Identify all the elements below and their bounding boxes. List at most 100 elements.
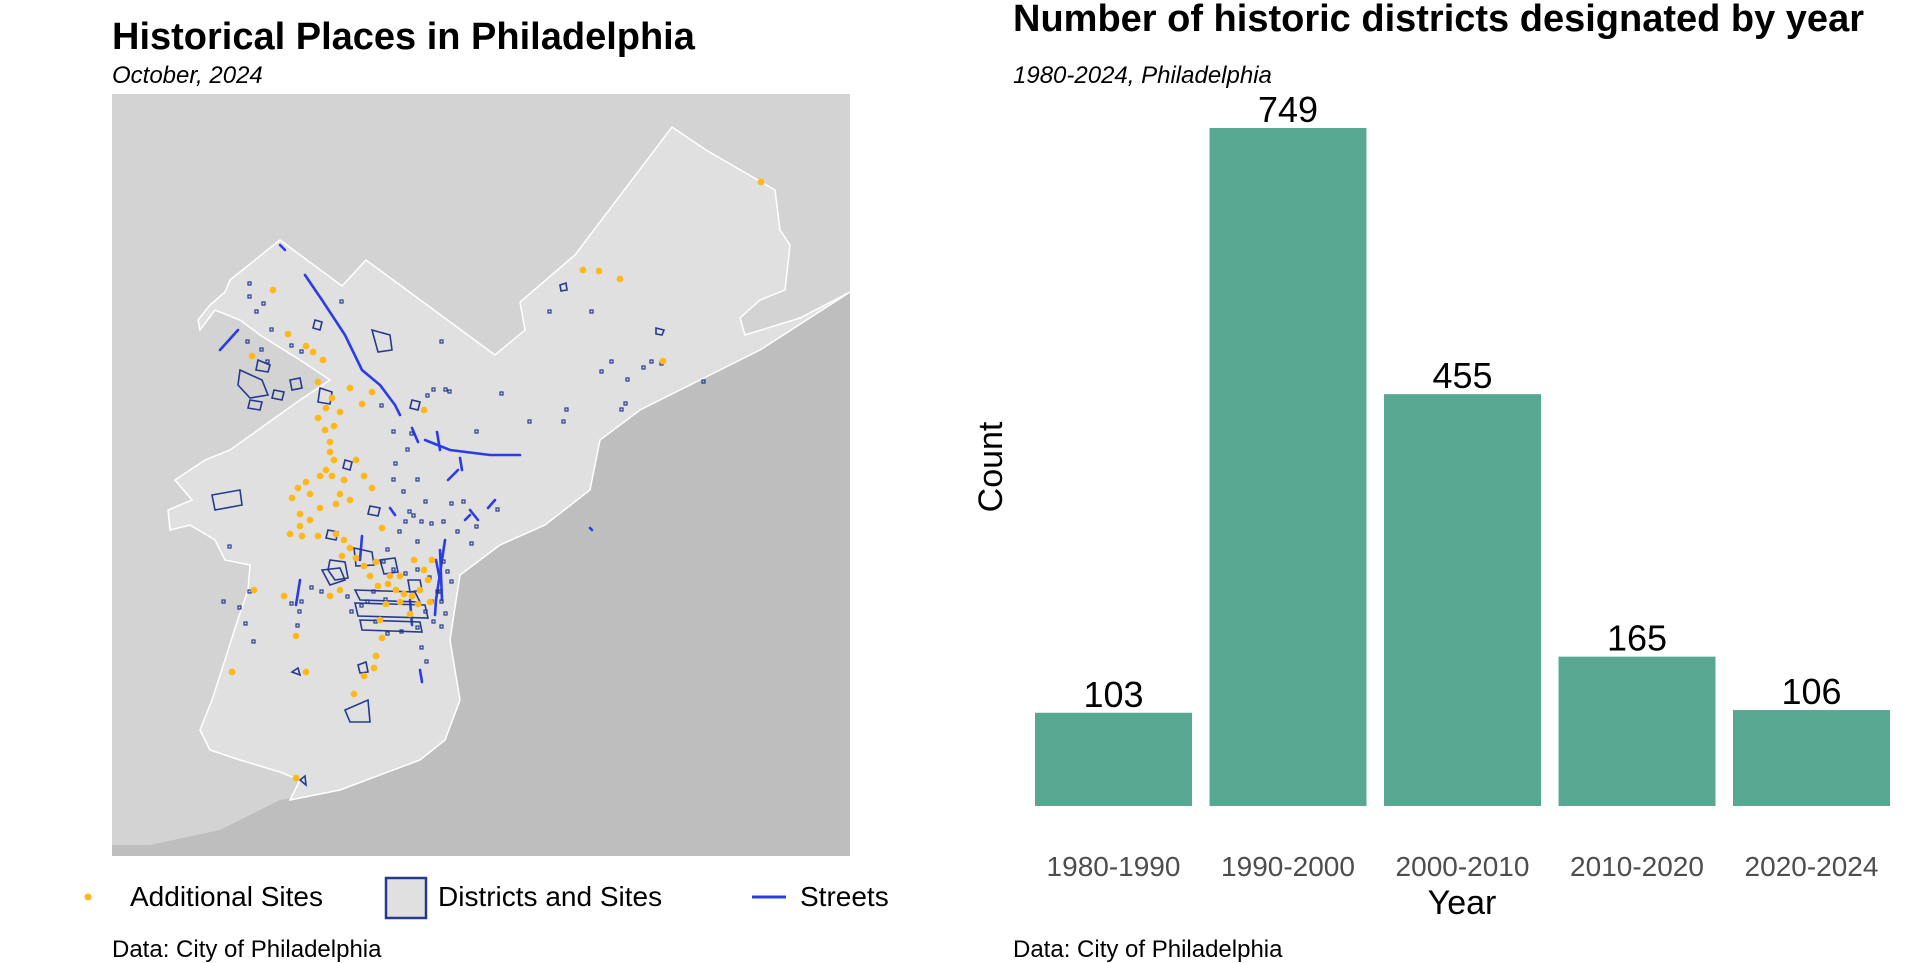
street-line bbox=[358, 534, 364, 562]
chart-subtitle: 1980-2024, Philadelphia bbox=[1013, 62, 1272, 89]
additional-site-point bbox=[298, 532, 306, 540]
additional-site-point bbox=[316, 472, 324, 480]
district-parcel bbox=[701, 379, 706, 384]
district-parcel bbox=[439, 624, 444, 629]
additional-site-point bbox=[414, 600, 422, 608]
district-polygon bbox=[409, 399, 421, 411]
district-polygon bbox=[655, 326, 666, 336]
district-parcel bbox=[423, 609, 428, 614]
district-parcel bbox=[221, 599, 226, 604]
district-parcel bbox=[391, 429, 396, 434]
district-parcel bbox=[447, 389, 452, 394]
district-polygon bbox=[378, 557, 399, 575]
data-labels-group: 103 749 455 165 106 bbox=[1083, 89, 1841, 715]
additional-site-point bbox=[336, 586, 344, 594]
district-parcel bbox=[425, 393, 430, 398]
district-parcel bbox=[265, 359, 270, 364]
district-parcel bbox=[401, 489, 406, 494]
district-parcel bbox=[439, 339, 444, 344]
district-parcel bbox=[379, 403, 384, 408]
street-line bbox=[278, 243, 287, 252]
data-label-1980-1990: 103 bbox=[1083, 674, 1143, 715]
legend-label-additional-sites: Additional Sites bbox=[130, 881, 324, 912]
legend-line-icon bbox=[752, 895, 786, 899]
district-polygon bbox=[327, 559, 349, 581]
district-parcel bbox=[445, 569, 450, 574]
additional-site-point bbox=[302, 668, 310, 676]
map-legend: Additional Sites Districts and Sites Str… bbox=[70, 872, 950, 922]
street-line bbox=[294, 578, 302, 607]
legend-item-districts: Districts and Sites bbox=[384, 872, 662, 922]
y-axis-label: Count bbox=[972, 421, 1010, 512]
x-tick-label-2000-2010: 2000-2010 bbox=[1396, 851, 1530, 882]
bars-group bbox=[1035, 128, 1890, 806]
district-parcel bbox=[403, 519, 408, 524]
street-line bbox=[303, 273, 402, 417]
additional-site-point bbox=[288, 494, 296, 502]
district-parcel bbox=[641, 365, 646, 370]
district-parcel bbox=[393, 461, 398, 466]
district-parcel bbox=[419, 645, 424, 650]
district-parcel bbox=[561, 419, 566, 424]
additional-site-point bbox=[322, 404, 330, 412]
additional-site-point bbox=[374, 582, 382, 590]
district-parcel bbox=[259, 347, 264, 352]
street-line bbox=[423, 438, 522, 457]
additional-site-point bbox=[370, 664, 378, 672]
district-parcel bbox=[391, 477, 396, 482]
district-parcel bbox=[474, 524, 479, 529]
district-parcel bbox=[365, 599, 370, 604]
additional-site-point bbox=[360, 672, 368, 680]
x-tick-label-2010-2020: 2010-2020 bbox=[1570, 851, 1704, 882]
map-sites-layer bbox=[228, 178, 765, 782]
additional-site-point bbox=[314, 414, 322, 422]
street-line bbox=[588, 526, 594, 532]
additional-site-point bbox=[330, 456, 338, 464]
bar-1990-2000 bbox=[1209, 128, 1367, 806]
additional-site-point bbox=[292, 774, 300, 782]
district-polygon bbox=[289, 377, 303, 391]
additional-site-point bbox=[350, 690, 358, 698]
legend-item-streets: Streets bbox=[750, 872, 889, 922]
district-polygon bbox=[370, 328, 393, 353]
additional-site-point bbox=[314, 532, 322, 540]
additional-site-point bbox=[284, 330, 292, 338]
x-tick-label-1990-2000: 1990-2000 bbox=[1221, 851, 1355, 882]
additional-site-point bbox=[332, 530, 340, 538]
district-parcel bbox=[299, 599, 304, 604]
additional-site-point bbox=[292, 632, 300, 640]
district-polygon bbox=[367, 505, 381, 517]
additional-site-point bbox=[579, 266, 587, 274]
district-parcel bbox=[429, 521, 434, 526]
map-water bbox=[112, 292, 850, 856]
district-polygon bbox=[559, 281, 568, 292]
additional-site-point bbox=[360, 472, 368, 480]
additional-site-point bbox=[321, 426, 329, 434]
district-parcel bbox=[251, 639, 256, 644]
additional-site-point bbox=[410, 556, 418, 564]
additional-site-point bbox=[382, 600, 390, 608]
district-polygon bbox=[312, 319, 323, 331]
additional-site-point bbox=[386, 572, 394, 580]
district-parcel bbox=[403, 571, 408, 576]
district-parcel bbox=[649, 359, 654, 364]
legend-dot-icon bbox=[84, 893, 92, 901]
district-parcel bbox=[411, 513, 416, 518]
additional-site-point bbox=[616, 275, 624, 283]
district-polygon bbox=[290, 666, 302, 677]
district-parcel bbox=[269, 327, 274, 332]
bar-2020-2024 bbox=[1733, 710, 1890, 806]
district-parcel bbox=[441, 559, 446, 564]
bar-2010-2020 bbox=[1558, 656, 1716, 806]
additional-site-point bbox=[306, 490, 314, 498]
additional-site-point bbox=[372, 558, 380, 566]
additional-site-point bbox=[406, 610, 414, 618]
additional-site-point bbox=[280, 592, 288, 600]
district-polygon bbox=[320, 567, 347, 586]
additional-site-point bbox=[408, 592, 416, 600]
district-polygon bbox=[357, 660, 369, 674]
additional-site-point bbox=[372, 652, 380, 660]
district-parcel bbox=[261, 301, 266, 306]
district-parcel bbox=[405, 447, 410, 452]
data-label-2000-2010: 455 bbox=[1432, 355, 1492, 396]
